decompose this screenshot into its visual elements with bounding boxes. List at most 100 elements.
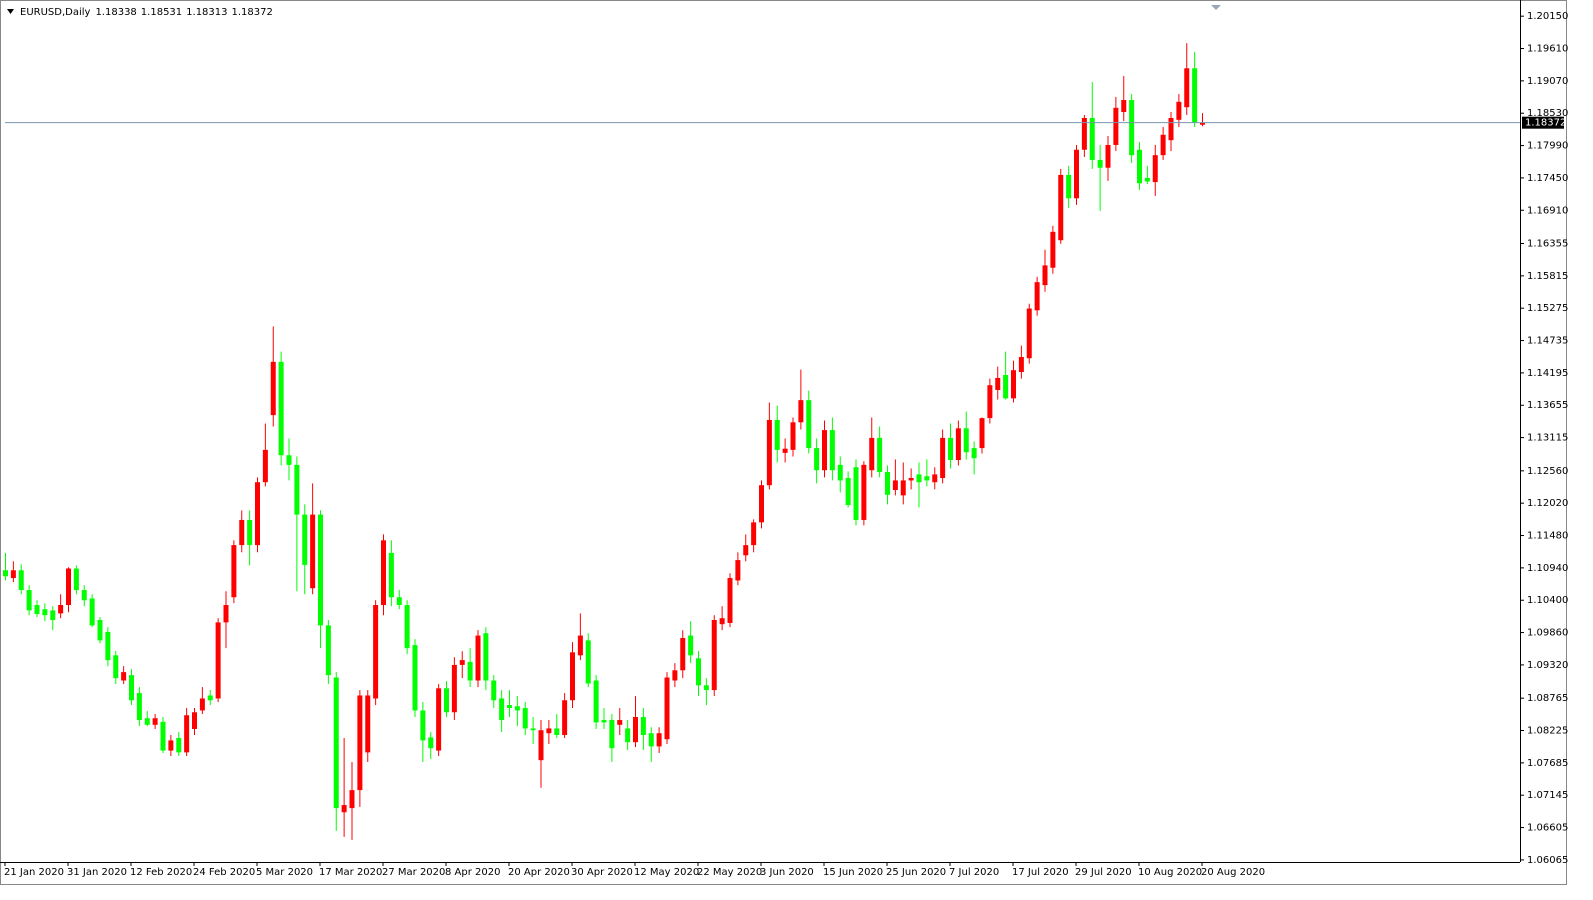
candle-body	[34, 605, 40, 615]
candle-body	[507, 705, 512, 709]
x-tick-label: 12 May 2020	[634, 867, 699, 878]
candle-body	[3, 570, 8, 577]
candle-body	[144, 718, 150, 725]
candle-body	[467, 661, 473, 681]
candle-body	[1081, 118, 1087, 150]
x-tick-label: 17 Jul 2020	[1012, 867, 1069, 878]
candle-body	[1144, 177, 1150, 182]
candle-body	[514, 706, 520, 711]
candle-body	[900, 480, 906, 496]
candle-body	[766, 419, 772, 486]
candle-body	[995, 377, 1001, 390]
y-tick-label: 1.15815	[1527, 271, 1568, 282]
candle-body	[262, 449, 268, 483]
candle-body	[845, 478, 851, 505]
candle-body	[381, 540, 386, 606]
candle-body	[538, 730, 544, 761]
candle-body	[73, 568, 79, 591]
x-tick-label: 5 Mar 2020	[256, 867, 313, 878]
candle-body	[562, 700, 568, 736]
candle-body	[522, 708, 528, 729]
candle-body	[1066, 174, 1072, 199]
candle-body	[829, 430, 835, 471]
y-tick-label: 1.10400	[1527, 595, 1568, 606]
candle-body	[341, 805, 347, 813]
menu-arrow[interactable]	[7, 9, 14, 14]
candle-body	[601, 720, 607, 723]
candle-body	[239, 519, 245, 546]
candle-body	[223, 605, 229, 623]
y-tick-label: 1.17990	[1527, 141, 1568, 152]
candle-body	[1058, 174, 1064, 241]
high-value: 1.18531	[141, 7, 182, 18]
y-tick-label: 1.19070	[1527, 76, 1568, 87]
candle-body	[136, 693, 142, 721]
x-tick-label: 8 Apr 2020	[445, 867, 500, 878]
candle-body	[444, 688, 449, 713]
candle-body	[270, 361, 276, 416]
candle-body	[885, 472, 890, 495]
candle-body	[798, 400, 804, 423]
candle-body	[404, 605, 410, 649]
candle-body	[955, 428, 961, 461]
candle-body	[365, 695, 371, 753]
candle-body	[215, 622, 221, 699]
low-value: 1.18313	[186, 7, 227, 18]
x-tick-label: 21 Jan 2020	[4, 867, 64, 878]
candle-body	[1200, 122, 1205, 125]
candle-body	[499, 698, 505, 721]
candle-body	[688, 635, 694, 656]
candle-body	[491, 680, 497, 701]
candle-body	[711, 619, 717, 691]
candle-body	[617, 720, 623, 725]
candle-body	[774, 419, 780, 450]
candle-body	[703, 685, 709, 691]
x-tick-label: 20 Aug 2020	[1201, 867, 1265, 878]
candle-body	[1003, 374, 1009, 399]
candle-body	[1050, 231, 1056, 268]
candle-body	[192, 712, 197, 730]
chart-header: EURUSD,Daily 1.18338 1.18531 1.18313 1.18372	[20, 7, 273, 18]
candle-body	[577, 635, 583, 656]
candle-body	[672, 670, 678, 681]
candle-body	[837, 464, 843, 481]
candle-body	[310, 514, 316, 589]
y-tick-label: 1.10940	[1527, 563, 1568, 574]
chart-frame	[0, 0, 1567, 885]
candle-body	[782, 448, 788, 453]
open-value: 1.18338	[95, 7, 136, 18]
y-tick-label: 1.07145	[1527, 790, 1568, 801]
y-tick-label: 1.16355	[1527, 239, 1568, 250]
x-tick-label: 27 Mar 2020	[382, 867, 445, 878]
candle-body	[822, 430, 827, 471]
candle-body	[231, 545, 237, 598]
candle-body	[333, 677, 339, 809]
x-tick-label: 30 Apr 2020	[571, 867, 633, 878]
candle-body	[743, 545, 749, 556]
candle-body	[570, 652, 575, 701]
candle-body	[152, 718, 158, 725]
candle-body	[924, 476, 930, 481]
candle-body	[877, 437, 883, 473]
candle-body	[1026, 308, 1032, 359]
candle-body	[42, 609, 48, 616]
candle-body	[814, 448, 820, 471]
candle-body	[719, 618, 725, 625]
candle-body	[806, 400, 812, 449]
candle-body	[1034, 282, 1040, 311]
shift-marker	[1211, 5, 1221, 10]
candle-body	[633, 717, 638, 743]
candle-body	[325, 625, 331, 676]
candle-body	[1042, 265, 1048, 286]
x-tick-label: 25 Jun 2020	[886, 867, 946, 878]
candle-body	[247, 519, 253, 546]
y-tick-label: 1.14195	[1527, 368, 1568, 379]
candle-body	[963, 428, 969, 453]
x-tick-label: 22 May 2020	[697, 867, 762, 878]
candle-body	[357, 695, 363, 791]
x-tick-label: 17 Mar 2020	[319, 867, 382, 878]
candle-body	[1018, 357, 1024, 372]
candle-body	[530, 728, 536, 731]
